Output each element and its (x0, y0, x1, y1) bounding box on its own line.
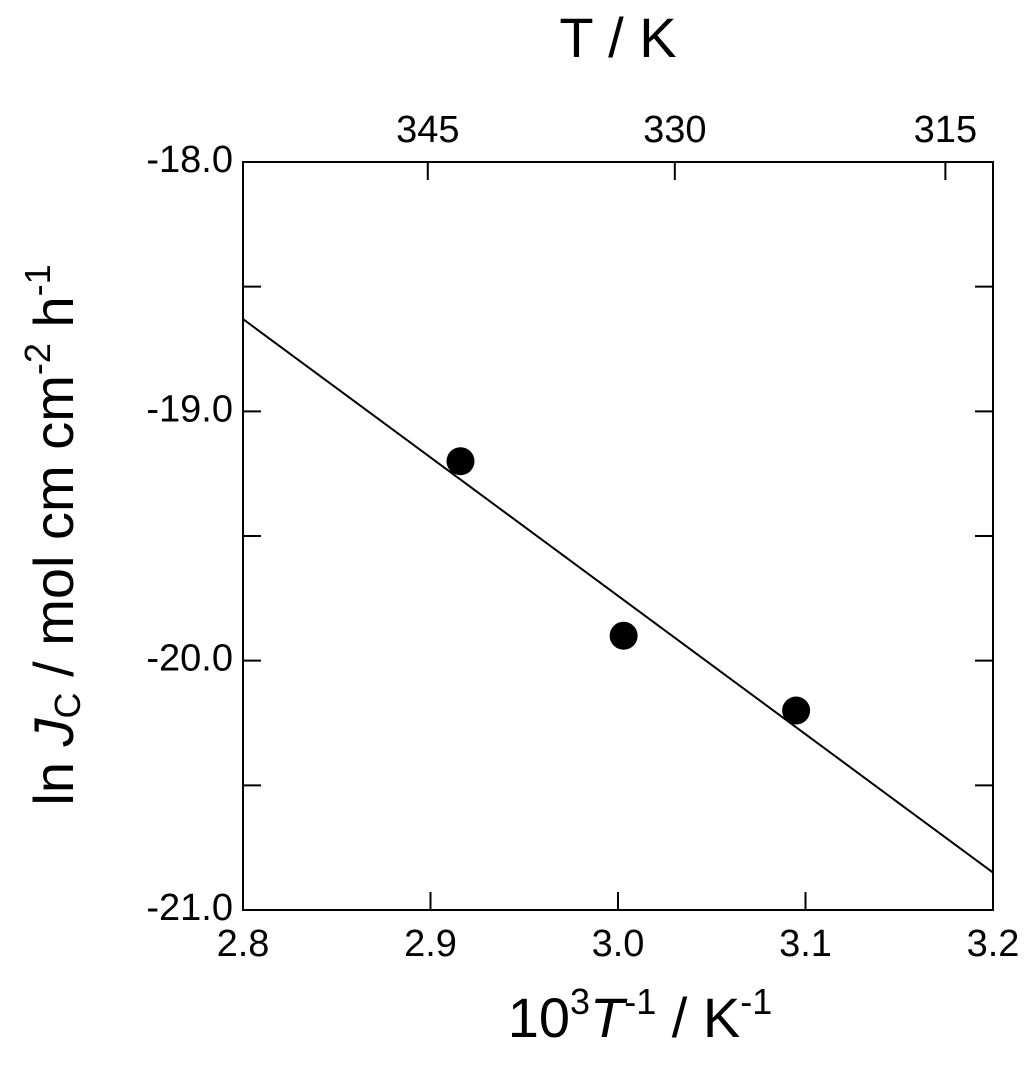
top-tick-label: 345 (396, 109, 459, 151)
x-tick-label: 3.2 (967, 923, 1020, 965)
x-label-part: T (590, 986, 628, 1049)
x-label-part: -1 (624, 981, 656, 1022)
x-label-part: 3 (570, 981, 590, 1022)
y-label-part: -1 (17, 264, 58, 296)
top-tick-label: 330 (643, 109, 706, 151)
y-tick-label: -19.0 (146, 388, 233, 430)
x-tick-label: 3.0 (592, 923, 645, 965)
x-tick-label: 3.1 (779, 923, 832, 965)
x-label-part: -1 (740, 981, 772, 1022)
top-tick-label: 315 (914, 109, 977, 151)
x-label-part: 10 (508, 986, 570, 1049)
top-axis-title: T / K (559, 6, 676, 69)
y-label-part: -2 (17, 343, 58, 375)
x-tick-label: 2.8 (217, 923, 270, 965)
data-point (609, 621, 638, 650)
y-label-part: C (47, 692, 88, 718)
y-label-part: ln (22, 746, 85, 805)
x-tick-label: 2.9 (404, 923, 457, 965)
y-axis-title: ln JC / mol cm cm-2 h-1 (17, 264, 88, 805)
y-tick-label: -21.0 (146, 887, 233, 929)
y-label-part: / mol cm cm (22, 375, 85, 692)
x-axis-title: 103T-1 / K-1 (508, 981, 773, 1049)
y-label-part: h (22, 296, 85, 343)
plot-frame (242, 161, 994, 911)
x-label-part: / K (656, 986, 740, 1049)
fit-line (242, 318, 994, 874)
data-point (782, 696, 811, 725)
data-point (446, 447, 475, 476)
y-tick-label: -20.0 (146, 638, 233, 680)
y-tick-label: -18.0 (146, 139, 233, 181)
y-label-part: J (22, 717, 85, 747)
